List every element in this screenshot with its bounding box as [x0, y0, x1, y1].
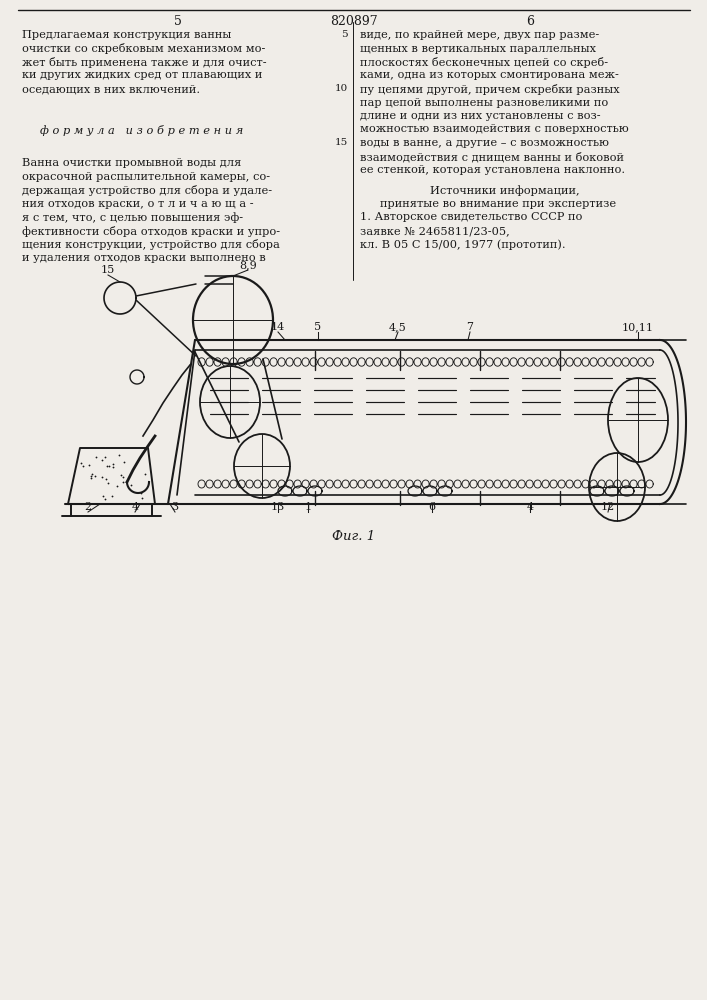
Text: фективности сбора отходов краски и упро-: фективности сбора отходов краски и упро-: [22, 226, 280, 237]
Text: 6: 6: [526, 15, 534, 28]
Text: виде, по крайней мере, двух пар разме-: виде, по крайней мере, двух пар разме-: [360, 30, 600, 40]
Text: 820897: 820897: [330, 15, 378, 28]
Text: можностью взаимодействия с поверхностью: можностью взаимодействия с поверхностью: [360, 124, 629, 134]
Text: кл. В 05 С 15/00, 1977 (прототип).: кл. В 05 С 15/00, 1977 (прототип).: [360, 239, 566, 250]
Text: 15: 15: [334, 138, 348, 147]
Text: 8,9: 8,9: [239, 260, 257, 270]
Text: Источники информации,: Источники информации,: [430, 185, 580, 196]
Text: я с тем, что, с целью повышения эф-: я с тем, что, с целью повышения эф-: [22, 212, 243, 223]
Text: 5: 5: [341, 30, 348, 39]
Text: щенных в вертикальных параллельных: щенных в вертикальных параллельных: [360, 43, 596, 53]
Text: держащая устройство для сбора и удале-: держащая устройство для сбора и удале-: [22, 185, 272, 196]
Text: 6: 6: [428, 502, 436, 512]
Text: пар цепой выполнены разновеликими по: пар цепой выполнены разновеликими по: [360, 98, 608, 107]
Text: ния отходов краски, о т л и ч а ю щ а -: ния отходов краски, о т л и ч а ю щ а -: [22, 199, 254, 209]
Text: 13: 13: [271, 502, 285, 512]
Text: жет быть применена также и для очист-: жет быть применена также и для очист-: [22, 57, 267, 68]
Text: 7: 7: [467, 322, 474, 332]
Text: 10,11: 10,11: [622, 322, 654, 332]
Text: Ванна очистки промывной воды для: Ванна очистки промывной воды для: [22, 158, 241, 168]
Text: 1: 1: [305, 502, 312, 512]
Text: 2: 2: [84, 502, 92, 512]
Text: 12: 12: [601, 502, 615, 512]
Text: 10: 10: [334, 84, 348, 93]
Text: 15: 15: [101, 265, 115, 275]
Text: 4: 4: [132, 502, 139, 512]
Text: ф о р м у л а   и з о б р е т е н и я: ф о р м у л а и з о б р е т е н и я: [40, 124, 243, 135]
Text: 14: 14: [271, 322, 285, 332]
Text: ки других жидких сред от плавающих и: ки других жидких сред от плавающих и: [22, 70, 262, 81]
Text: 4: 4: [527, 502, 534, 512]
Text: и удаления отходов краски выполнено в: и удаления отходов краски выполнено в: [22, 253, 266, 263]
Text: щения конструкции, устройство для сбора: щения конструкции, устройство для сбора: [22, 239, 280, 250]
Text: заявке № 2465811/23-05,: заявке № 2465811/23-05,: [360, 226, 510, 236]
Text: Фиг. 1: Фиг. 1: [332, 530, 375, 543]
Text: 3: 3: [171, 502, 179, 512]
Text: очистки со скребковым механизмом мо-: очистки со скребковым механизмом мо-: [22, 43, 265, 54]
Text: пу цепями другой, причем скребки разных: пу цепями другой, причем скребки разных: [360, 84, 619, 95]
Text: 5: 5: [315, 322, 322, 332]
Text: воды в ванне, а другие – с возможностью: воды в ванне, а другие – с возможностью: [360, 138, 609, 148]
Text: ками, одна из которых смонтирована меж-: ками, одна из которых смонтирована меж-: [360, 70, 619, 81]
Text: 5: 5: [174, 15, 182, 28]
Text: ее стенкой, которая установлена наклонно.: ее стенкой, которая установлена наклонно…: [360, 165, 625, 175]
Text: окрасочной распылительной камеры, со-: окрасочной распылительной камеры, со-: [22, 172, 270, 182]
Text: 4,5: 4,5: [389, 322, 407, 332]
Text: плоскостях бесконечных цепей со скреб-: плоскостях бесконечных цепей со скреб-: [360, 57, 608, 68]
Text: 1. Авторское свидетельство СССР по: 1. Авторское свидетельство СССР по: [360, 212, 583, 222]
Text: оседающих в них включений.: оседающих в них включений.: [22, 84, 200, 94]
Text: принятые во внимание при экспертизе: принятые во внимание при экспертизе: [380, 199, 616, 209]
Text: длине и одни из них установлены с воз-: длине и одни из них установлены с воз-: [360, 111, 601, 121]
Text: Предлагаемая конструкция ванны: Предлагаемая конструкция ванны: [22, 30, 231, 40]
Text: взаимодействия с днищем ванны и боковой: взаимодействия с днищем ванны и боковой: [360, 151, 624, 162]
